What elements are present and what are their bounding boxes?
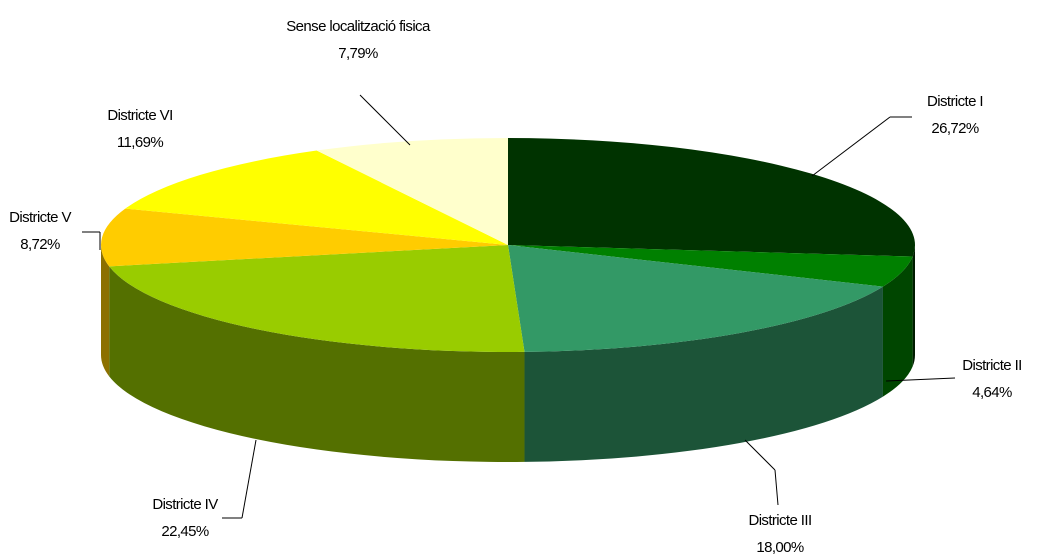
slice-label: Districte III bbox=[748, 512, 811, 529]
slice-label: Sense localització fisica bbox=[286, 18, 431, 35]
leader-line bbox=[241, 439, 257, 519]
slice-label: Districte IV bbox=[152, 496, 218, 513]
slice-label: Districte VI bbox=[107, 107, 172, 124]
slice-side bbox=[109, 266, 525, 463]
slice-label: Districte II bbox=[962, 357, 1021, 374]
slice-side bbox=[101, 245, 110, 377]
slice bbox=[316, 138, 508, 245]
leader-line bbox=[885, 377, 956, 382]
slice bbox=[508, 245, 883, 352]
slice-side bbox=[882, 256, 913, 397]
slice bbox=[508, 245, 913, 287]
slice-value-label: 18,00% bbox=[756, 539, 804, 556]
slice-value-label: 8,72% bbox=[20, 236, 60, 253]
slice bbox=[109, 245, 525, 352]
slice-value-label: 7,79% bbox=[338, 45, 378, 62]
slice bbox=[101, 208, 508, 267]
slice-label: Districte I bbox=[927, 93, 983, 110]
leader-line bbox=[774, 469, 779, 506]
slice bbox=[508, 138, 915, 257]
slice-value-label: 11,69% bbox=[117, 134, 163, 151]
slice-value-label: 4,64% bbox=[972, 384, 1012, 401]
leader-line bbox=[744, 439, 776, 471]
slice-value-label: 26,72% bbox=[931, 120, 979, 137]
leader-line bbox=[811, 116, 891, 177]
slice-value-label: 22,45% bbox=[161, 523, 209, 540]
slice bbox=[125, 150, 508, 245]
slice-side bbox=[524, 286, 883, 462]
slice-side bbox=[912, 245, 915, 367]
leader-line bbox=[359, 94, 411, 146]
slice-label: Districte V bbox=[9, 209, 71, 226]
